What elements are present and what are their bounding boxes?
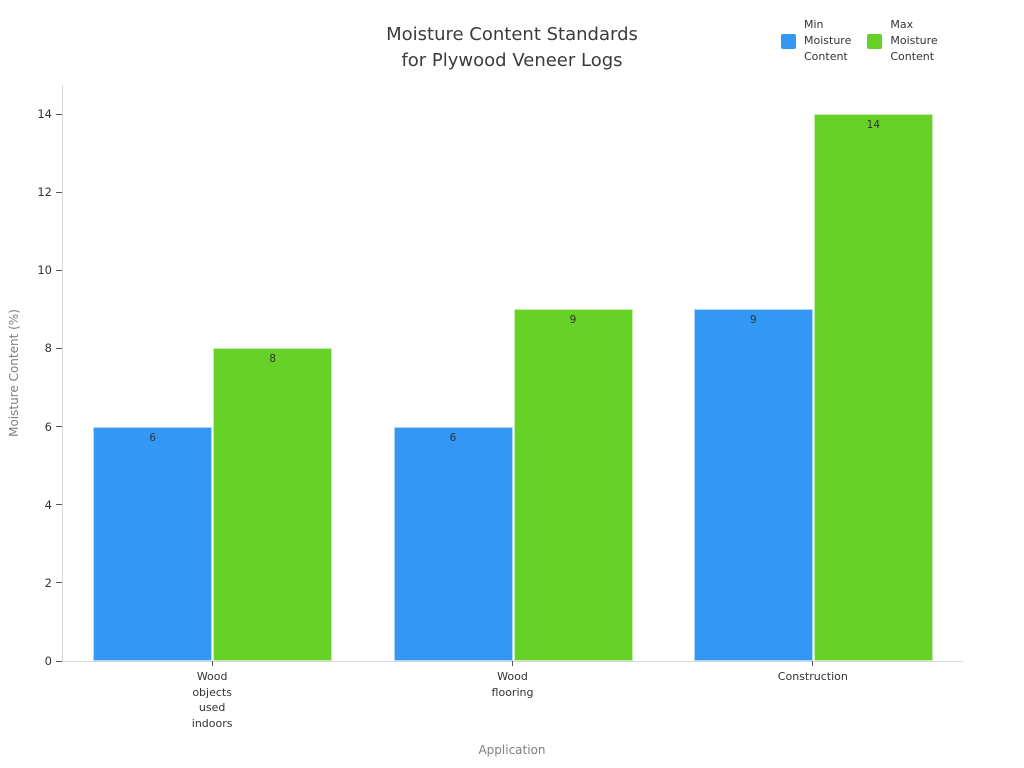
y-tick-mark xyxy=(56,191,62,193)
x-axis-title: Application xyxy=(478,743,546,757)
bar-min-moisture-content xyxy=(393,426,513,661)
x-tick-label: indoors xyxy=(191,716,233,730)
y-tick-label: 4 xyxy=(44,497,52,512)
legend-label-line: Max xyxy=(890,18,914,31)
y-tick-mark xyxy=(56,660,62,662)
legend-label-line: Content xyxy=(890,50,935,63)
bar-max-moisture-content xyxy=(813,114,933,661)
bar-max-moisture-content xyxy=(213,348,333,661)
bar-min-moisture-content xyxy=(693,309,813,661)
legend-label-line: Moisture xyxy=(890,34,938,47)
legend-label-line: Min xyxy=(804,18,824,31)
legend-label: Max Moisture Content xyxy=(890,17,937,65)
y-tick-label: 2 xyxy=(44,575,52,590)
y-tick-label: 8 xyxy=(44,341,52,356)
legend-swatch-icon xyxy=(781,33,796,49)
y-tick-mark xyxy=(56,504,62,506)
bar-value-label: 8 xyxy=(269,353,276,366)
x-tick-mark xyxy=(512,661,513,666)
x-tick-mark xyxy=(211,661,213,666)
bar-value-label: 6 xyxy=(449,431,457,444)
x-tick-label: Construction xyxy=(777,670,848,683)
y-axis-title: Moisture Content (%) xyxy=(7,309,21,437)
y-tick-label: 10 xyxy=(37,263,52,278)
y-tick-mark xyxy=(56,347,62,349)
chart-title-line-1: Moisture Content Standards xyxy=(386,24,638,45)
y-tick-label: 14 xyxy=(37,107,52,122)
y-tick-label: 12 xyxy=(37,185,52,200)
bar-value-label: 9 xyxy=(569,314,577,327)
legend-item-min-moisture-content: Min Moisture Content xyxy=(781,17,851,65)
y-tick-label: 6 xyxy=(44,419,52,434)
legend-label-line: Moisture xyxy=(804,34,852,47)
chart-title: Moisture Content Standards for Plywood V… xyxy=(0,22,1024,74)
bar-max-moisture-content xyxy=(513,309,633,661)
x-tick-mark xyxy=(812,661,814,666)
y-axis-line xyxy=(62,85,63,661)
chart-title-line-2: for Plywood Veneer Logs xyxy=(401,50,623,71)
x-tick-label: Wood xyxy=(196,670,228,683)
legend-item-max-moisture-content: Max Moisture Content xyxy=(867,17,938,65)
x-tick-label: used xyxy=(198,701,226,714)
legend-label: Min Moisture Content xyxy=(804,17,851,65)
y-tick-mark xyxy=(56,582,62,584)
x-tick-label: Wood xyxy=(497,670,528,683)
legend: Min Moisture Content Max Moisture Content xyxy=(781,17,938,65)
y-tick-mark xyxy=(56,426,62,428)
bar-min-moisture-content xyxy=(93,426,213,661)
x-tick-label: flooring xyxy=(491,685,534,699)
y-tick-label: 0 xyxy=(44,654,52,668)
bar-value-label: 6 xyxy=(149,431,156,444)
bar-value-label: 9 xyxy=(749,314,757,327)
x-tick-label: objects xyxy=(192,685,232,699)
y-tick-mark xyxy=(56,113,62,115)
bar-value-label: 14 xyxy=(866,119,881,132)
y-tick-mark xyxy=(56,269,62,271)
legend-label-line: Content xyxy=(804,50,848,63)
legend-swatch-icon xyxy=(867,33,883,49)
